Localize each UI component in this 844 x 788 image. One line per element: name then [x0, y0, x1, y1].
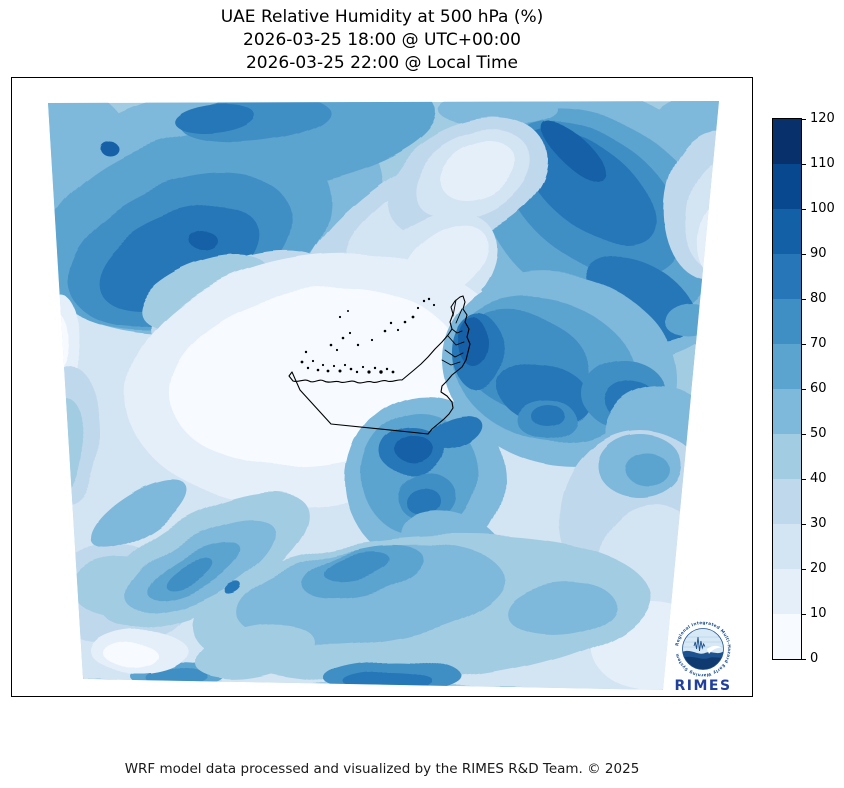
colorbar-tick-label: 80	[810, 291, 827, 306]
chart-title: UAE Relative Humidity at 500 hPa (%)	[220, 7, 544, 27]
colorbar-segment	[773, 254, 801, 299]
rimes-logo: Regional Integrated Multi-Hazard Early W…	[673, 619, 733, 694]
colorbar-tick-label: 40	[810, 471, 827, 486]
colorbar-tick-label: 110	[810, 156, 835, 171]
colorbar-tick-label: 120	[810, 111, 835, 126]
island-dots	[300, 297, 436, 374]
humidity-contour-map: Regional Integrated Multi-Hazard Early W…	[48, 101, 733, 694]
colorbar-segment	[773, 209, 801, 254]
colorbar-segment	[773, 524, 801, 569]
rimes-logo-wordmark: RIMES	[674, 678, 731, 694]
colorbar-tick-label: 90	[810, 246, 827, 261]
colorbar-tick-label: 20	[810, 561, 827, 576]
colorbar-segment	[773, 614, 801, 659]
colorbar-segment	[773, 344, 801, 389]
colorbar-segment	[773, 569, 801, 614]
colorbar-segment	[773, 434, 801, 479]
map-axes: Regional Integrated Multi-Hazard Early W…	[11, 77, 753, 697]
chart-subtitle-utc: 2026-03-25 18:00 @ UTC+00:00	[243, 30, 521, 50]
title-block: UAE Relative Humidity at 500 hPa (%) 202…	[11, 6, 753, 75]
colorbar-tick-label: 0	[810, 651, 819, 666]
colorbar-tick-label: 50	[810, 426, 827, 441]
colorbar	[772, 118, 802, 660]
colorbar-tick-label: 60	[810, 381, 827, 396]
chart-subtitle-local: 2026-03-25 22:00 @ Local Time	[245, 53, 519, 73]
colorbar-segment	[773, 299, 801, 344]
colorbar-segment	[773, 479, 801, 524]
colorbar-segment	[773, 164, 801, 209]
colorbar-segment	[773, 119, 801, 164]
colorbar-tick-label: 30	[810, 516, 827, 531]
colorbar-tick-label: 10	[810, 606, 827, 621]
contour-fill-field	[48, 101, 719, 690]
uae-border-outline	[288, 295, 471, 435]
footer-credit: WRF model data processed and visualized …	[124, 761, 640, 777]
colorbar-tick-label: 70	[810, 336, 827, 351]
colorbar-segment	[773, 389, 801, 434]
colorbar-tick-label: 100	[810, 201, 835, 216]
